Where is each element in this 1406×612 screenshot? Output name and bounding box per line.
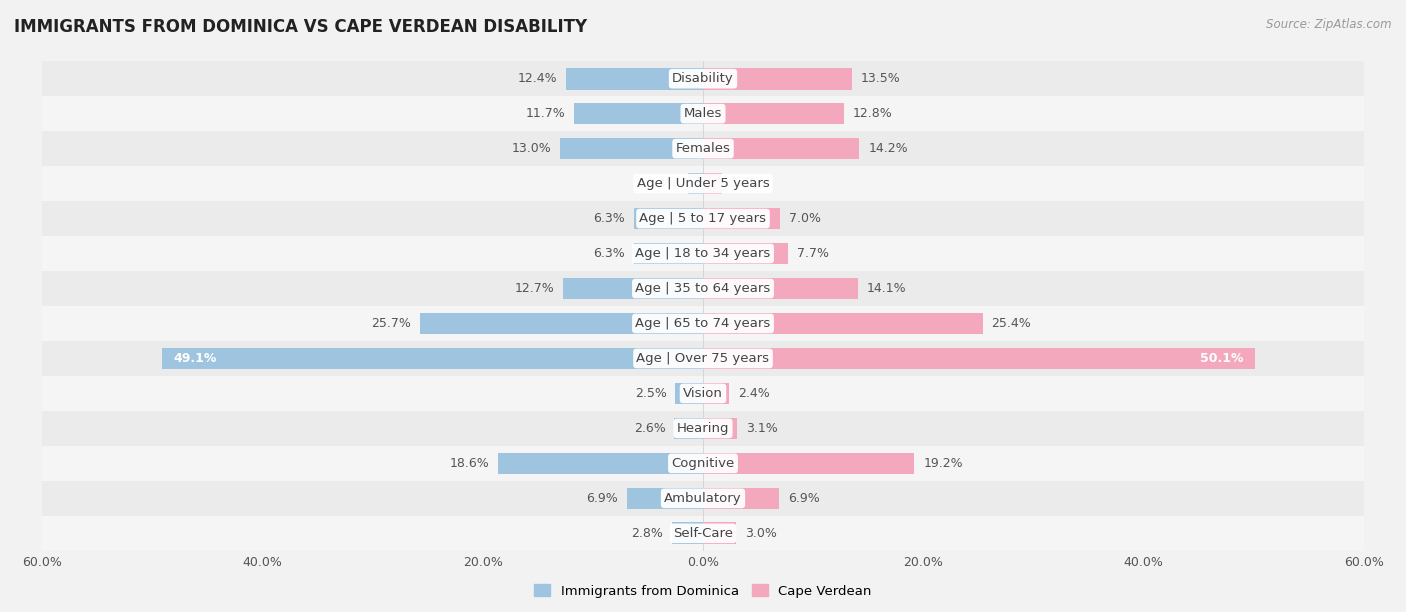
Text: 7.7%: 7.7% bbox=[797, 247, 828, 260]
Bar bbox=[672, 523, 703, 544]
Text: 3.0%: 3.0% bbox=[745, 527, 776, 540]
Bar bbox=[688, 173, 703, 195]
Bar bbox=[567, 68, 703, 89]
Bar bbox=[703, 417, 737, 439]
Bar bbox=[560, 138, 703, 160]
Bar bbox=[42, 61, 1364, 96]
Bar bbox=[703, 278, 858, 299]
Text: 50.1%: 50.1% bbox=[1201, 352, 1244, 365]
Text: 12.8%: 12.8% bbox=[853, 107, 893, 120]
Text: Age | Under 5 years: Age | Under 5 years bbox=[637, 177, 769, 190]
Bar bbox=[627, 488, 703, 509]
Bar bbox=[42, 376, 1364, 411]
Bar bbox=[675, 417, 703, 439]
Bar bbox=[42, 481, 1364, 516]
Text: 19.2%: 19.2% bbox=[924, 457, 963, 470]
Text: 7.0%: 7.0% bbox=[789, 212, 821, 225]
Text: 6.9%: 6.9% bbox=[787, 492, 820, 505]
Text: Vision: Vision bbox=[683, 387, 723, 400]
Bar bbox=[675, 382, 703, 405]
Bar bbox=[42, 516, 1364, 551]
Text: Disability: Disability bbox=[672, 72, 734, 85]
Text: Males: Males bbox=[683, 107, 723, 120]
Legend: Immigrants from Dominica, Cape Verdean: Immigrants from Dominica, Cape Verdean bbox=[529, 579, 877, 603]
Text: 1.7%: 1.7% bbox=[731, 177, 762, 190]
Bar bbox=[703, 243, 787, 264]
Text: 2.5%: 2.5% bbox=[634, 387, 666, 400]
Bar bbox=[634, 207, 703, 230]
Bar bbox=[703, 68, 852, 89]
Text: Age | 5 to 17 years: Age | 5 to 17 years bbox=[640, 212, 766, 225]
Bar bbox=[42, 411, 1364, 446]
Bar bbox=[42, 306, 1364, 341]
Bar bbox=[703, 313, 983, 334]
Bar bbox=[42, 201, 1364, 236]
Bar bbox=[42, 341, 1364, 376]
Bar bbox=[703, 207, 780, 230]
Text: 12.4%: 12.4% bbox=[517, 72, 558, 85]
Text: Age | Over 75 years: Age | Over 75 years bbox=[637, 352, 769, 365]
Text: 14.2%: 14.2% bbox=[868, 142, 908, 155]
Bar bbox=[498, 452, 703, 474]
Bar bbox=[703, 138, 859, 160]
Text: 18.6%: 18.6% bbox=[450, 457, 489, 470]
Bar bbox=[42, 271, 1364, 306]
Bar bbox=[703, 382, 730, 405]
Text: Hearing: Hearing bbox=[676, 422, 730, 435]
Text: 6.3%: 6.3% bbox=[593, 212, 624, 225]
Text: Age | 18 to 34 years: Age | 18 to 34 years bbox=[636, 247, 770, 260]
Bar bbox=[574, 103, 703, 124]
Text: Self-Care: Self-Care bbox=[673, 527, 733, 540]
Text: 13.0%: 13.0% bbox=[512, 142, 551, 155]
Text: IMMIGRANTS FROM DOMINICA VS CAPE VERDEAN DISABILITY: IMMIGRANTS FROM DOMINICA VS CAPE VERDEAN… bbox=[14, 18, 588, 36]
Bar bbox=[42, 96, 1364, 131]
Text: 25.4%: 25.4% bbox=[991, 317, 1032, 330]
Bar bbox=[634, 243, 703, 264]
Text: 2.6%: 2.6% bbox=[634, 422, 665, 435]
Text: 12.7%: 12.7% bbox=[515, 282, 554, 295]
Bar bbox=[703, 523, 737, 544]
Text: 3.1%: 3.1% bbox=[747, 422, 778, 435]
Bar bbox=[703, 348, 1254, 369]
Text: 25.7%: 25.7% bbox=[371, 317, 411, 330]
Text: 14.1%: 14.1% bbox=[868, 282, 907, 295]
Text: Cognitive: Cognitive bbox=[672, 457, 734, 470]
Text: 1.4%: 1.4% bbox=[647, 177, 679, 190]
Text: 49.1%: 49.1% bbox=[173, 352, 217, 365]
Bar bbox=[703, 452, 914, 474]
Bar bbox=[703, 173, 721, 195]
Text: 13.5%: 13.5% bbox=[860, 72, 900, 85]
Text: Females: Females bbox=[675, 142, 731, 155]
Bar bbox=[42, 131, 1364, 166]
Text: 2.4%: 2.4% bbox=[738, 387, 770, 400]
Bar bbox=[42, 236, 1364, 271]
Text: Age | 65 to 74 years: Age | 65 to 74 years bbox=[636, 317, 770, 330]
Bar bbox=[162, 348, 703, 369]
Text: 6.9%: 6.9% bbox=[586, 492, 619, 505]
Bar bbox=[703, 103, 844, 124]
Bar bbox=[42, 166, 1364, 201]
Text: Age | 35 to 64 years: Age | 35 to 64 years bbox=[636, 282, 770, 295]
Text: Source: ZipAtlas.com: Source: ZipAtlas.com bbox=[1267, 18, 1392, 31]
Text: Ambulatory: Ambulatory bbox=[664, 492, 742, 505]
Bar bbox=[703, 488, 779, 509]
Text: 6.3%: 6.3% bbox=[593, 247, 624, 260]
Text: 2.8%: 2.8% bbox=[631, 527, 664, 540]
Bar bbox=[564, 278, 703, 299]
Bar bbox=[420, 313, 703, 334]
Text: 11.7%: 11.7% bbox=[526, 107, 565, 120]
Bar bbox=[42, 446, 1364, 481]
